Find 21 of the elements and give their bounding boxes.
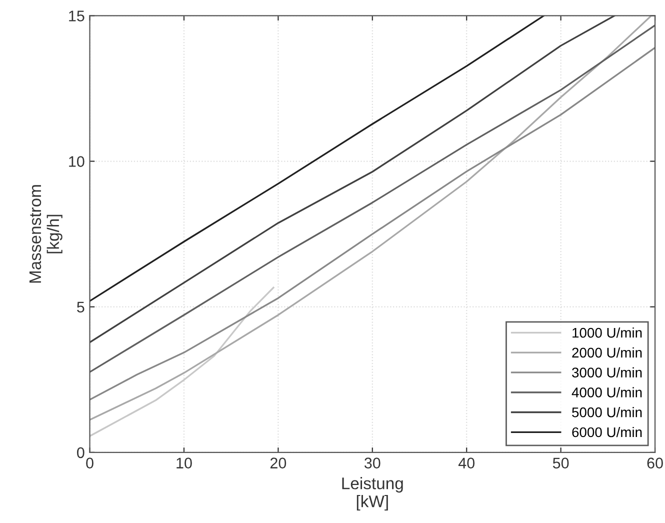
y-tick-label: 15 [69,10,84,22]
x-tick-label: 20 [270,458,286,468]
x-tick-label: 50 [552,458,569,468]
legend-label: 6000 U/min [572,426,642,438]
x-axis-title: Leistung [kW] [342,477,403,511]
line-series [90,286,274,437]
legend-label: 4000 U/min [572,387,642,398]
y-axis-title: Massenstrom [kg/h] [29,185,62,283]
x-tick-label: 10 [176,458,192,468]
legend-label: 1000 U/min [572,327,642,338]
x-tick-label: 30 [364,458,380,468]
legend-label: 3000 U/min [572,367,642,378]
x-tick-label: 0 [86,458,94,468]
x-tick-label: 40 [458,458,475,468]
y-tick-label: 5 [77,302,84,313]
legend-label: 2000 U/min [572,347,642,358]
y-tick-label: 0 [77,447,84,458]
legend-label: 5000 U/min [572,407,642,418]
line-series [90,16,545,302]
y-tick-label: 10 [69,156,84,167]
x-tick-label: 60 [647,458,663,468]
